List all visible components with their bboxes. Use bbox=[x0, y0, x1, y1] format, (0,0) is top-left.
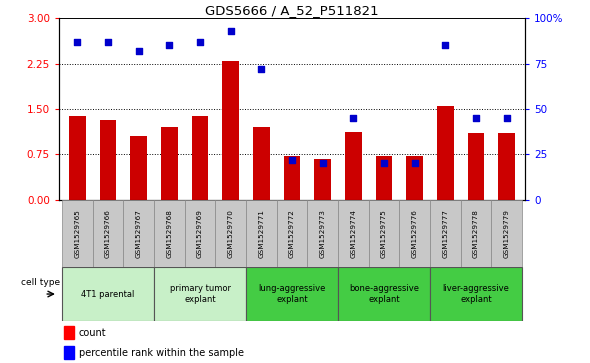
Point bbox=[318, 160, 327, 166]
Text: GSM1529776: GSM1529776 bbox=[412, 209, 418, 258]
Bar bbox=[154, 267, 246, 321]
Bar bbox=[64, 326, 74, 339]
Bar bbox=[338, 267, 430, 321]
Bar bbox=[185, 200, 215, 267]
Text: bone-aggressive
explant: bone-aggressive explant bbox=[349, 284, 419, 304]
Bar bbox=[345, 132, 362, 200]
Text: GSM1529773: GSM1529773 bbox=[320, 209, 326, 258]
Bar bbox=[307, 200, 338, 267]
Bar bbox=[123, 200, 154, 267]
Point bbox=[379, 160, 389, 166]
Bar bbox=[430, 267, 522, 321]
Bar bbox=[338, 200, 369, 267]
Point bbox=[73, 39, 82, 45]
Bar bbox=[62, 267, 154, 321]
Bar bbox=[468, 133, 484, 200]
Point bbox=[502, 115, 512, 121]
Bar bbox=[376, 156, 392, 200]
Point bbox=[226, 28, 235, 34]
Text: 4T1 parental: 4T1 parental bbox=[81, 290, 135, 298]
Text: percentile rank within the sample: percentile rank within the sample bbox=[78, 347, 244, 358]
Text: GSM1529772: GSM1529772 bbox=[289, 209, 295, 258]
Bar bbox=[407, 156, 423, 200]
Bar bbox=[246, 267, 338, 321]
Bar bbox=[430, 200, 461, 267]
Bar bbox=[62, 200, 93, 267]
Point bbox=[349, 115, 358, 121]
Bar bbox=[277, 200, 307, 267]
Text: GSM1529768: GSM1529768 bbox=[166, 209, 172, 258]
Bar bbox=[161, 127, 178, 200]
Text: GSM1529765: GSM1529765 bbox=[74, 209, 80, 258]
Point bbox=[165, 42, 174, 48]
Text: GSM1529766: GSM1529766 bbox=[105, 209, 111, 258]
Text: lung-aggressive
explant: lung-aggressive explant bbox=[258, 284, 326, 304]
Point bbox=[287, 157, 297, 163]
Title: GDS5666 / A_52_P511821: GDS5666 / A_52_P511821 bbox=[205, 4, 379, 17]
Point bbox=[134, 48, 143, 54]
Bar bbox=[369, 200, 399, 267]
Point bbox=[471, 115, 481, 121]
Bar bbox=[399, 200, 430, 267]
Bar bbox=[284, 156, 300, 200]
Text: primary tumor
explant: primary tumor explant bbox=[169, 284, 231, 304]
Point bbox=[257, 66, 266, 72]
Bar bbox=[192, 116, 208, 200]
Bar bbox=[93, 200, 123, 267]
Bar bbox=[437, 106, 454, 200]
Text: GSM1529779: GSM1529779 bbox=[504, 209, 510, 258]
Text: GSM1529767: GSM1529767 bbox=[136, 209, 142, 258]
Bar bbox=[461, 200, 491, 267]
Bar bbox=[130, 136, 147, 200]
Bar bbox=[154, 200, 185, 267]
Bar bbox=[64, 346, 74, 359]
Text: GSM1529769: GSM1529769 bbox=[197, 209, 203, 258]
Text: GSM1529778: GSM1529778 bbox=[473, 209, 479, 258]
Bar bbox=[222, 61, 239, 200]
Bar bbox=[246, 200, 277, 267]
Bar bbox=[215, 200, 246, 267]
Text: count: count bbox=[78, 327, 106, 338]
Bar bbox=[69, 116, 86, 200]
Text: GSM1529771: GSM1529771 bbox=[258, 209, 264, 258]
Point bbox=[103, 39, 113, 45]
Bar bbox=[491, 200, 522, 267]
Point bbox=[195, 39, 205, 45]
Bar bbox=[314, 159, 331, 200]
Text: cell type: cell type bbox=[21, 278, 60, 286]
Bar bbox=[253, 127, 270, 200]
Point bbox=[410, 160, 419, 166]
Text: GSM1529774: GSM1529774 bbox=[350, 209, 356, 258]
Text: GSM1529777: GSM1529777 bbox=[442, 209, 448, 258]
Text: liver-aggressive
explant: liver-aggressive explant bbox=[442, 284, 510, 304]
Text: GSM1529775: GSM1529775 bbox=[381, 209, 387, 258]
Bar bbox=[499, 133, 515, 200]
Bar bbox=[100, 120, 116, 200]
Text: GSM1529770: GSM1529770 bbox=[228, 209, 234, 258]
Point bbox=[441, 42, 450, 48]
